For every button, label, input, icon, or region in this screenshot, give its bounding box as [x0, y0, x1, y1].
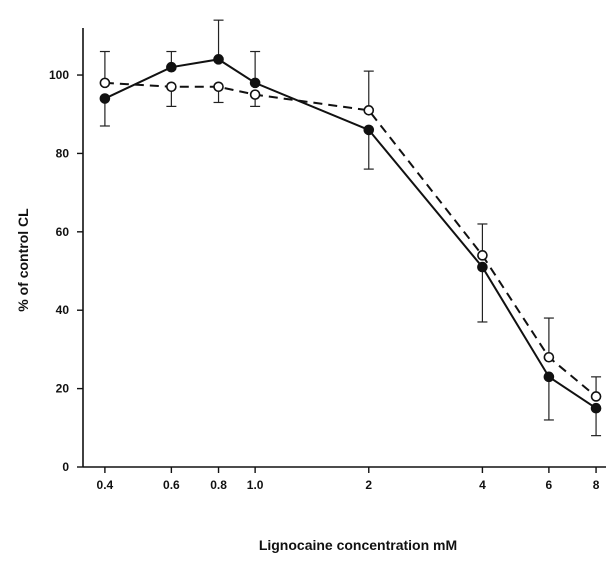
data-point-filled [477, 261, 488, 273]
y-tick-label: 60 [56, 225, 70, 239]
y-tick-label: 100 [49, 68, 69, 82]
data-point-filled [249, 77, 261, 89]
axes [82, 28, 606, 468]
ticks: 0 20 40 60 80 100 0.4 0.6 0.8 1.0 2 4 6 8 [49, 68, 600, 492]
data-point-open [590, 391, 602, 402]
x-tick-label: 4 [479, 478, 486, 492]
y-tick-label: 40 [56, 303, 70, 317]
data-point-filled [166, 61, 177, 73]
data-point-open [213, 81, 224, 93]
data-point-filled [590, 402, 602, 414]
data-point-filled [99, 93, 111, 104]
data-point-open [363, 105, 375, 116]
x-tick-label: 0.4 [97, 478, 114, 492]
x-tick-label: 0.6 [163, 478, 180, 492]
series-line-solid [104, 58, 597, 410]
data-point-filled [213, 54, 224, 65]
x-tick-label: 0.8 [210, 478, 227, 492]
x-tick-label: 8 [593, 478, 600, 492]
data-point-open [543, 351, 555, 363]
x-tick-label: 6 [546, 478, 553, 492]
y-tick-label: 20 [56, 382, 70, 396]
x-axis-label: Lignocaine concentration mM [259, 537, 457, 553]
y-axis-label: % of control CL [15, 208, 31, 312]
series-line-dashed [104, 81, 597, 398]
data-point-open [249, 89, 261, 100]
y-tick-label: 0 [62, 460, 69, 474]
series-lines [104, 58, 597, 410]
y-tick-label: 80 [56, 146, 70, 160]
data-point-open [99, 77, 111, 89]
data-point-open [477, 250, 488, 261]
data-point-open [166, 81, 177, 93]
data-point-filled [543, 371, 555, 383]
x-tick-label: 1.0 [247, 478, 264, 492]
data-points [99, 54, 602, 414]
x-tick-label: 2 [365, 478, 372, 492]
data-point-filled [363, 124, 375, 136]
error-bars [99, 19, 602, 437]
